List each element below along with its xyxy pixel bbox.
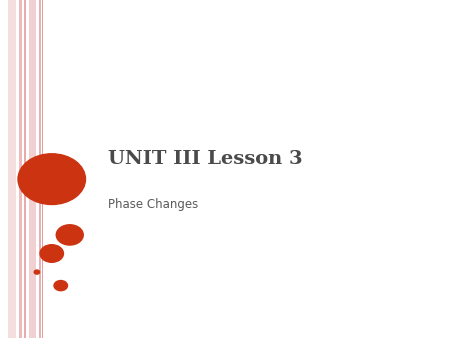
Circle shape xyxy=(34,270,40,274)
Circle shape xyxy=(54,281,68,291)
Circle shape xyxy=(18,154,86,204)
Bar xyxy=(42,0,43,338)
Bar xyxy=(29,0,36,338)
Bar xyxy=(19,0,22,338)
Bar xyxy=(39,0,40,338)
Circle shape xyxy=(40,245,63,262)
Circle shape xyxy=(56,225,83,245)
Bar xyxy=(24,0,26,338)
Text: Phase Changes: Phase Changes xyxy=(108,198,198,211)
Bar xyxy=(8,0,16,338)
Text: UNIT III Lesson 3: UNIT III Lesson 3 xyxy=(108,150,302,168)
